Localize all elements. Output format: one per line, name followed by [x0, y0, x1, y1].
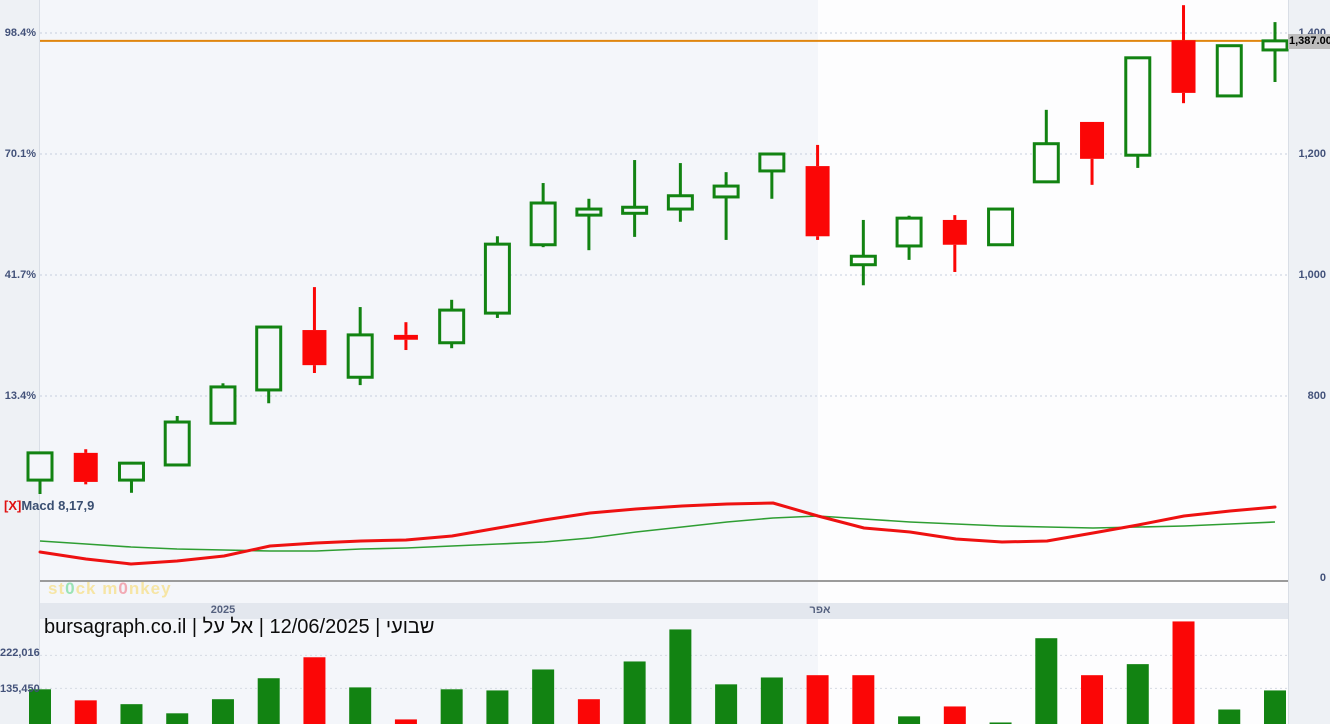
volume-axis-label: 222,016 — [0, 647, 40, 659]
remove-indicator-button[interactable]: [X] — [4, 498, 22, 513]
percent-axis-strip[interactable] — [0, 0, 40, 724]
pct-axis-label: 98.4% — [4, 27, 36, 39]
price-axis-strip[interactable] — [1288, 0, 1330, 724]
price-axis-label: 800 — [1307, 390, 1326, 402]
pct-axis-label: 13.4% — [4, 390, 36, 402]
last-price-badge: 1,387.00 — [1288, 34, 1330, 49]
background-band-2025 — [40, 0, 818, 603]
macd-params-text: Macd 8,17,9 — [21, 498, 95, 513]
x-axis-year-label: 2025 — [210, 604, 236, 616]
price-axis-label: 1,000 — [1298, 269, 1326, 281]
volume-axis-label: 135,450 — [0, 683, 40, 695]
x-axis-month-label: אפר — [809, 604, 831, 616]
time-axis-band[interactable] — [40, 603, 1288, 619]
macd-zero-label: 0 — [1319, 572, 1326, 584]
background-band-april — [818, 0, 1288, 603]
pct-axis-label: 70.1% — [4, 148, 36, 160]
stockmonkey-watermark: st0ck m0nkey — [48, 579, 172, 598]
macd-indicator-label: [X]Macd 8,17,9 — [4, 498, 94, 513]
price-axis-label: 1,200 — [1298, 148, 1326, 160]
pct-axis-label: 41.7% — [4, 269, 36, 281]
chart-caption: שבועי | 12/06/2025 | אל על | bursagraph.… — [44, 616, 435, 638]
